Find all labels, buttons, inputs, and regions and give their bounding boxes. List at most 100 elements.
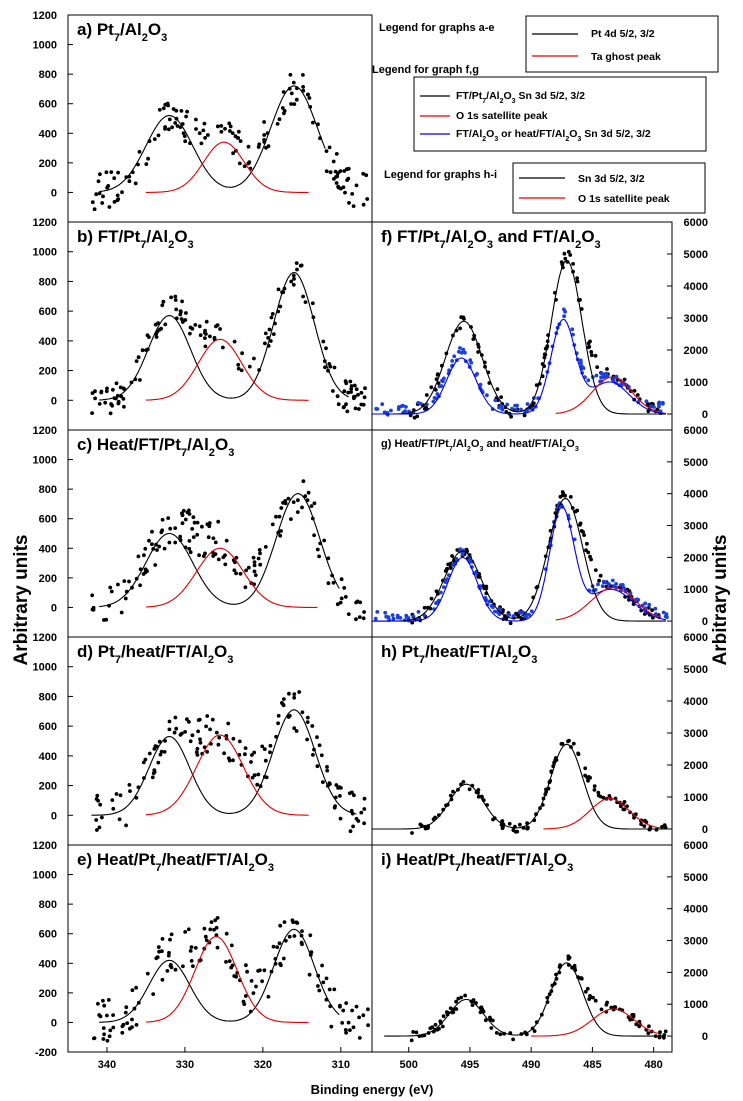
data-point [227,121,232,126]
legend-fg-label-1: O 1s satellite peak [456,110,548,122]
y-tick-label-right: 2000 [684,967,708,979]
data-point [361,616,366,621]
data-point [572,963,577,968]
data-point [127,783,132,787]
data-point [161,106,166,111]
data-point [124,823,128,828]
y-tick-label-left: 800 [39,899,57,911]
data-point [212,335,217,340]
data-point [140,348,145,353]
data-point-blue [505,402,510,407]
data-point [217,735,222,740]
data-point [271,944,276,949]
data-point [236,362,241,367]
data-point-blue [529,609,534,614]
fit-line-sn-3d-5-2-3-2 [372,743,666,830]
data-point [106,184,111,188]
data-point [361,1013,366,1018]
data-point-blue [619,583,623,587]
data-point [206,535,211,540]
data-point [104,389,109,394]
data-point [120,190,124,195]
data-point [189,959,194,963]
data-point [499,395,503,399]
data-point [352,394,356,399]
data-point [291,80,296,85]
data-point [188,949,193,953]
data-point [498,1032,503,1037]
x-tick-label-right: 500 [400,1059,418,1071]
data-point [286,496,291,501]
data-point [194,117,198,122]
data-point [301,479,306,484]
legend-ae-box [525,15,719,73]
data-point-blue [401,403,405,408]
data-point [240,351,245,356]
y-tick-label-right: 1000 [684,792,708,804]
data-point [589,350,594,354]
data-point-blue [478,382,483,387]
y-tick-label-left: 1000 [33,455,57,467]
data-point [662,1035,666,1040]
data-point [566,249,571,254]
data-point-blue [661,610,666,615]
data-point [130,1017,134,1022]
data-point [114,381,119,386]
data-point [234,571,239,576]
data-point [156,760,161,765]
data-point [112,200,117,204]
data-point [195,746,200,751]
data-point [282,697,286,701]
fit-line-ta-ghost-peak [145,338,309,401]
data-point [622,377,627,382]
data-point [191,515,196,520]
data-point [588,994,592,998]
data-point [143,757,148,762]
data-point [300,929,304,933]
y-tick-label-left: 1200 [33,425,57,437]
data-point [183,139,188,144]
data-point [422,406,427,411]
data-point [341,1008,346,1013]
data-point [292,102,297,106]
data-point-blue [621,586,626,590]
x-tick-label-left: 330 [176,1059,194,1071]
data-point [451,1010,456,1015]
data-point [494,1031,499,1035]
data-point [279,506,284,510]
data-point [245,969,250,974]
data-point [349,387,354,391]
data-point [646,1031,651,1036]
y-tick-label-left: 800 [39,484,57,496]
data-point [183,517,188,522]
data-point [495,387,500,392]
panel-f: f) FT/Pt7/Al2O3 and FT/Al2O3 [371,221,673,431]
data-point [604,1002,609,1007]
data-point [593,353,598,358]
data-point-blue [506,613,511,618]
data-point [448,793,453,798]
data-point [328,170,333,175]
data-point [165,969,170,973]
panel-frame [67,14,373,223]
data-point [156,133,161,138]
data-point [456,996,461,1001]
data-point [120,1030,125,1035]
data-point [262,120,266,124]
data-point [212,927,216,932]
data-point [208,927,213,932]
x-tick-label-left: 310 [332,1059,350,1071]
data-point [655,407,660,412]
data-point [342,389,347,394]
data-point [597,578,601,583]
data-point-blue [389,408,393,413]
data-point [322,538,327,543]
data-point [204,319,209,324]
y-tick-label-right: 3000 [684,728,708,740]
data-point [199,141,204,146]
legend-fg-label-2: FT/Al2O3 or heat/FT/Al2O3 Sn 3d 5/2, 3/2 [456,128,651,143]
fit-line-o-1s-satellite-peak [555,587,660,621]
data-point [411,1030,416,1034]
data-point [461,315,466,320]
data-point [156,321,161,325]
